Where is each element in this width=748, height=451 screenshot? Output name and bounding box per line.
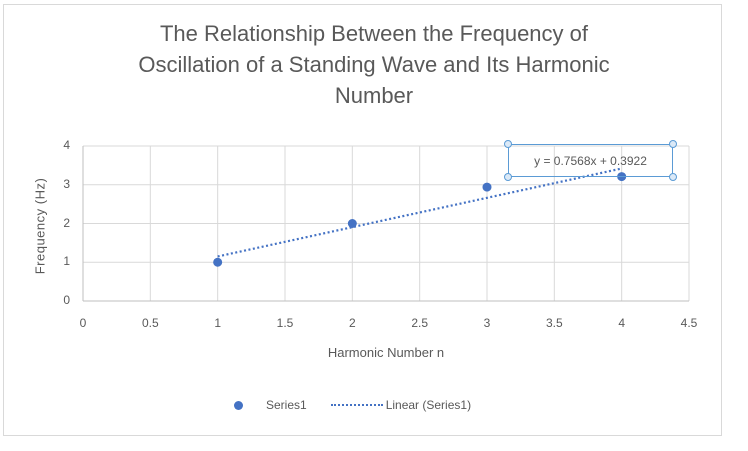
x-tick-label: 0	[79, 316, 87, 330]
x-tick-label: 1	[214, 316, 221, 330]
chart-title[interactable]: The Relationship Between the Frequency o…	[0, 18, 748, 111]
y-tick-label: 0	[63, 293, 70, 307]
resize-handle-bottom-right[interactable]	[669, 173, 677, 181]
x-axis-title[interactable]: Harmonic Number n	[327, 345, 445, 360]
data-point[interactable]	[482, 182, 492, 192]
chart-area[interactable]	[3, 4, 722, 436]
x-tick-label: 0.5	[141, 316, 159, 330]
y-tick-label: 1	[63, 254, 70, 269]
y-tick-label: 3	[63, 176, 70, 191]
data-point[interactable]	[347, 219, 357, 228]
trendline-path[interactable]	[217, 167, 622, 258]
data-point[interactable]	[213, 257, 223, 267]
trendline-equation-label[interactable]: y = 0.7568x + 0.3922	[508, 144, 673, 177]
series-marker-icon	[234, 400, 243, 410]
chart-title-line-2: Oscillation of a Standing Wave and Its H…	[138, 52, 610, 77]
x-tick-label: 4.5	[680, 316, 698, 330]
x-tick-label: 3	[483, 316, 491, 330]
legend-series-label: Series1	[266, 398, 307, 412]
resize-handle-top-left[interactable]	[504, 140, 512, 148]
x-tick-label: 1.5	[276, 316, 294, 330]
legend[interactable]: Series1 Linear (Series1)	[230, 398, 471, 412]
chart-title-line-1: The Relationship Between the Frequency o…	[159, 21, 589, 46]
equation-text: y = 0.7568x + 0.3922	[534, 153, 647, 168]
x-tick-label: 3.5	[545, 316, 563, 330]
x-tick-label: 2.5	[411, 316, 428, 330]
resize-handle-top-right[interactable]	[669, 140, 677, 148]
y-axis-title[interactable]: Frequency (Hz)	[32, 177, 48, 275]
y-tick-label: 4	[63, 138, 70, 152]
y-tick-label: 2	[63, 215, 70, 230]
legend-trendline-label: Linear (Series1)	[385, 398, 472, 412]
x-tick-label: 4	[618, 316, 625, 330]
dotted-line-icon	[330, 404, 383, 406]
chart-title-line-3: Number	[334, 83, 414, 108]
trendline[interactable]	[217, 167, 622, 258]
resize-handle-bottom-left[interactable]	[504, 173, 512, 181]
x-tick-label: 2	[348, 316, 356, 330]
data-points[interactable]	[213, 172, 627, 267]
